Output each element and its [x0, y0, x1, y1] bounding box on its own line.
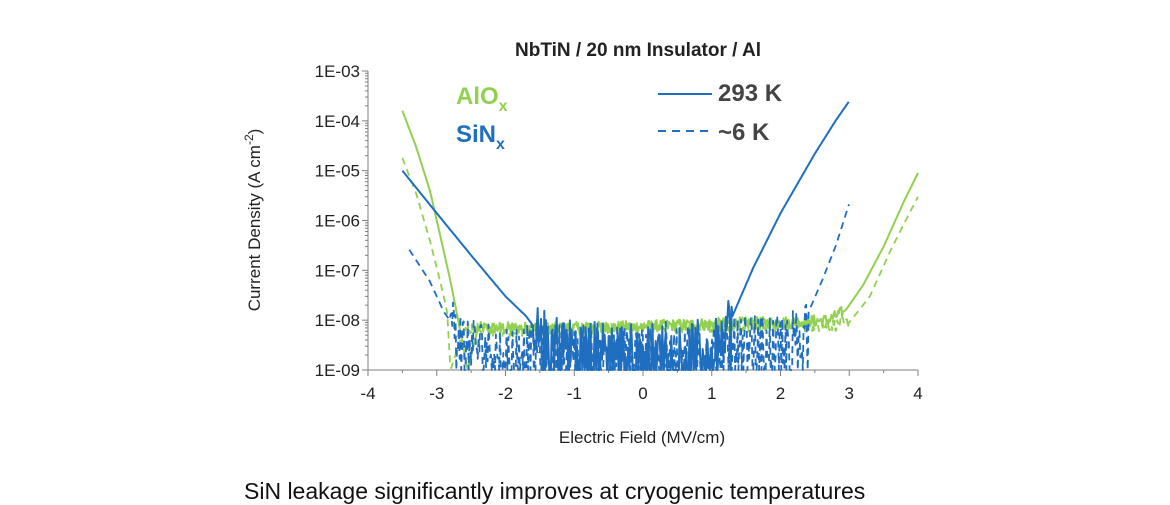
y-tick-label: 1E-05: [315, 162, 360, 181]
legend-alox-subscript: x: [499, 98, 508, 115]
x-tick-label: 1: [707, 384, 716, 403]
y-axis-label-text: Current Density (A cm: [245, 145, 264, 311]
y-tick-label: 1E-03: [315, 62, 360, 81]
legend-alox-label: AlO: [456, 83, 499, 110]
y-tick-label: 1E-07: [315, 261, 360, 280]
y-axis-label-close: ): [245, 129, 264, 135]
y-tick-label: 1E-06: [315, 212, 360, 231]
legend-sinx: SiNx: [456, 121, 505, 153]
chart-title: NbTiN / 20 nm Insulator / Al: [515, 40, 761, 61]
x-tick-label: 4: [913, 384, 922, 403]
y-tick-label: 1E-08: [315, 311, 360, 330]
x-tick-label: -1: [567, 384, 582, 403]
plot-area: [401, 101, 919, 371]
x-tick-label: 0: [638, 384, 647, 403]
axes: 1E-03 1E-04 1E-05 1E-06 1E-07 1E-08 1E-09-4 -3 -…: [315, 62, 923, 403]
legend-6k: ~6 K: [718, 119, 770, 146]
series-alox-6k-line: [401, 157, 919, 370]
y-tick-label: 1E-09: [315, 361, 360, 380]
x-axis-label: Electric Field (MV/cm): [559, 428, 725, 447]
x-tick-label: 3: [845, 384, 854, 403]
legend-293k: 293 K: [718, 80, 783, 107]
x-tick-label: 2: [776, 384, 785, 403]
y-axis-label-sup: -2: [242, 134, 256, 145]
y-axis-label: Current Density (A cm-2): [242, 129, 264, 312]
legend-sinx-label: SiN: [456, 121, 496, 148]
legend-alox: AlOx: [456, 83, 508, 115]
legend-sinx-subscript: x: [496, 136, 505, 153]
x-tick-label: -3: [429, 384, 444, 403]
caption: SiN leakage significantly improves at cr…: [244, 478, 866, 504]
x-tick-label: -2: [498, 384, 513, 403]
y-tick-label: 1E-04: [315, 112, 360, 131]
x-tick-label: -4: [360, 384, 375, 403]
series-sinx-6k-line: [408, 204, 850, 371]
